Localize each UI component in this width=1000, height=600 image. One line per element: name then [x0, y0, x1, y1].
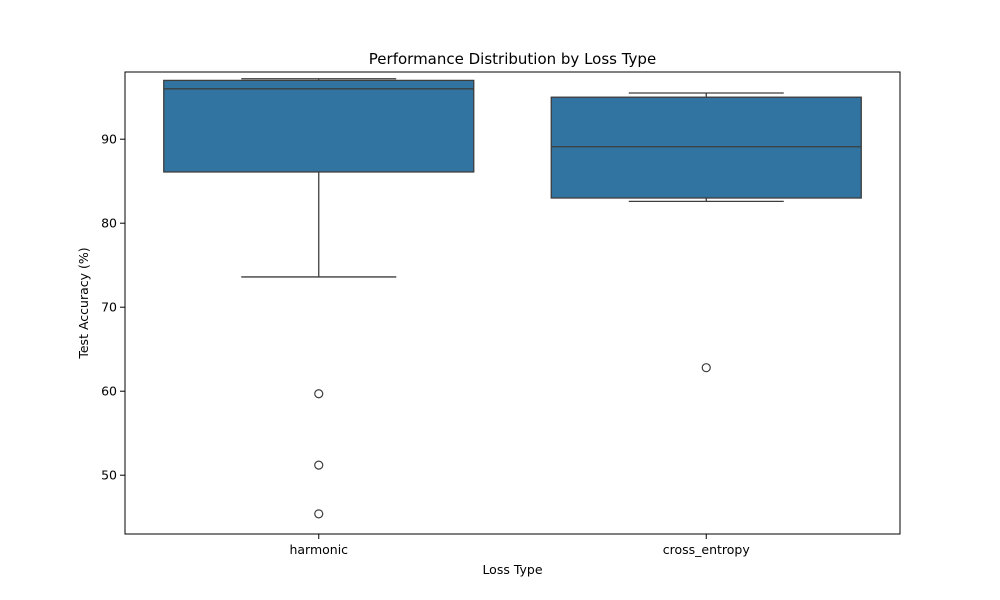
box-group-harmonic: [163, 78, 475, 519]
iqr-box: [550, 96, 862, 199]
box-group-cross-entropy: [550, 92, 862, 373]
outlier-point: [314, 460, 324, 470]
axes-frame: [124, 71, 901, 535]
y-axis-label: Test Accuracy (%): [76, 247, 91, 359]
y-tick-label: 80: [101, 216, 117, 231]
plot-area: 50 60 70 80 90 harmonic cross_entropy: [101, 78, 862, 557]
x-tick-label: harmonic: [289, 542, 348, 557]
y-tick-label: 50: [101, 468, 117, 483]
outlier-point: [701, 363, 711, 373]
iqr-box: [163, 79, 475, 173]
outlier-point: [314, 509, 324, 519]
y-tick-label: 70: [101, 300, 117, 315]
y-tick-label: 90: [101, 132, 117, 147]
y-tick-label: 60: [101, 384, 117, 399]
x-axis-label: Loss Type: [482, 562, 542, 577]
outlier-point: [314, 389, 324, 399]
x-tick-label: cross_entropy: [663, 542, 751, 557]
chart-title: Performance Distribution by Loss Type: [369, 50, 656, 68]
